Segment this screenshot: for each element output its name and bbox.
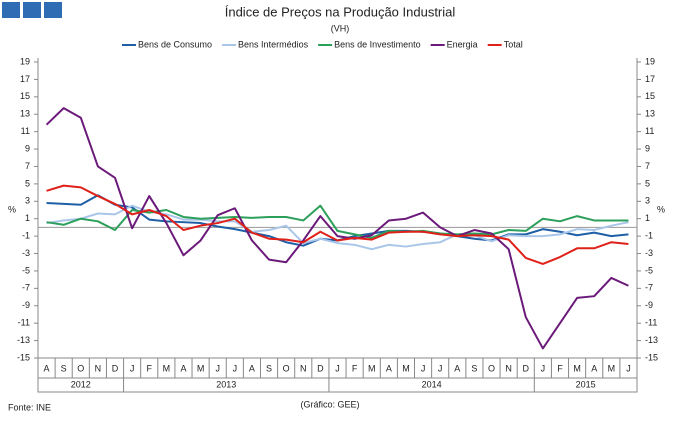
x-tick-label: M: [163, 363, 171, 373]
x-tick-label: F: [352, 363, 358, 373]
y2-tick-label: 5: [645, 178, 650, 188]
y2-tick-label: -13: [645, 335, 658, 345]
y2-tick-label: -1: [645, 230, 653, 240]
x-tick-label: J: [438, 363, 443, 373]
x-tick-label: M: [608, 363, 616, 373]
x-tick-label: A: [386, 363, 392, 373]
x-tick-label: M: [368, 363, 376, 373]
y2-tick-label: 17: [645, 74, 655, 84]
legend-label: Bens de Investimento: [334, 39, 421, 49]
y-tick-label: -5: [22, 265, 30, 275]
year-label: 2012: [71, 379, 91, 389]
x-tick-label: A: [180, 363, 186, 373]
legend-label: Bens de Consumo: [138, 39, 212, 49]
y2-tick-label: 13: [645, 109, 655, 119]
x-tick-label: J: [233, 363, 238, 373]
legend-label: Total: [504, 39, 523, 49]
y2-tick-label: -11: [645, 318, 657, 328]
y-tick-label: 17: [20, 74, 30, 84]
y-tick-label: -13: [17, 335, 30, 345]
y-tick-label: 9: [25, 143, 30, 153]
y2-tick-label: 7: [645, 161, 650, 171]
y2-tick-label: -15: [645, 352, 658, 362]
y2-tick-label: -3: [645, 248, 653, 258]
x-tick-label: J: [541, 363, 546, 373]
y-tick-label: -7: [22, 283, 30, 293]
series-line: [46, 204, 629, 239]
x-tick-label: O: [488, 363, 495, 373]
y2-tick-label: -9: [645, 300, 653, 310]
y2-tick-label: 19: [645, 56, 655, 66]
y2-tick-label: -5: [645, 265, 653, 275]
y-tick-label: -11: [18, 318, 30, 328]
year-label: 2013: [216, 379, 236, 389]
y-tick-label: -9: [22, 300, 30, 310]
y-tick-label: 15: [20, 91, 30, 101]
series-line: [46, 204, 629, 251]
x-tick-label: D: [523, 363, 530, 373]
chart-title: Índice de Preços na Produção Industrial: [225, 4, 456, 19]
x-tick-label: O: [77, 363, 84, 373]
chart-subtitle: (VH): [331, 23, 350, 33]
x-tick-label: A: [454, 363, 460, 373]
y2-tick-label: 9: [645, 143, 650, 153]
y2-tick-label: 11: [645, 126, 654, 136]
y-tick-label: 7: [25, 161, 30, 171]
note: (Gráfico: GEE): [300, 399, 359, 409]
x-tick-label: J: [421, 363, 426, 373]
y-tick-label: 19: [20, 56, 30, 66]
logo-block: [44, 2, 62, 18]
x-tick-label: S: [471, 363, 477, 373]
legend-label: Bens Intermédios: [238, 39, 309, 49]
y-tick-label: -15: [17, 352, 30, 362]
y2-tick-label: -7: [645, 283, 653, 293]
x-tick-label: F: [146, 363, 152, 373]
x-tick-label: M: [197, 363, 205, 373]
x-tick-label: J: [215, 363, 220, 373]
series-line: [46, 184, 629, 265]
y-tick-label: 1: [25, 213, 30, 223]
x-tick-label: M: [573, 363, 581, 373]
year-label: 2014: [422, 379, 442, 389]
x-tick-label: A: [44, 363, 50, 373]
y2-tick-label: 15: [645, 91, 655, 101]
x-tick-label: F: [557, 363, 563, 373]
x-tick-label: O: [283, 363, 290, 373]
logo-block: [2, 2, 20, 18]
x-tick-label: N: [300, 363, 307, 373]
logo-block: [23, 2, 41, 18]
y2-axis-label: %: [657, 204, 665, 214]
category-frame: [37, 357, 638, 393]
source: Fonte: INE: [8, 402, 51, 412]
x-tick-label: M: [402, 363, 410, 373]
y-tick-label: 3: [25, 196, 30, 206]
x-tick-label: A: [591, 363, 597, 373]
y-axis-label: %: [8, 204, 16, 214]
x-tick-label: N: [505, 363, 512, 373]
x-tick-label: J: [130, 363, 135, 373]
year-label: 2015: [576, 379, 596, 389]
y-tick-label: 11: [21, 126, 30, 136]
x-tick-label: N: [95, 363, 102, 373]
x-tick-label: D: [112, 363, 119, 373]
y-tick-label: -1: [22, 230, 30, 240]
x-tick-label: S: [61, 363, 67, 373]
x-tick-label: J: [335, 363, 340, 373]
x-tick-label: S: [266, 363, 272, 373]
legend-label: Energia: [447, 39, 478, 49]
series-line: [45, 107, 629, 350]
y-tick-label: -3: [22, 248, 30, 258]
x-tick-label: A: [249, 363, 255, 373]
y2-tick-label: 1: [645, 213, 650, 223]
y2-tick-label: 3: [645, 196, 650, 206]
y-tick-label: 5: [25, 178, 30, 188]
x-tick-label: D: [317, 363, 324, 373]
y-tick-label: 13: [20, 109, 30, 119]
x-tick-label: J: [626, 363, 631, 373]
